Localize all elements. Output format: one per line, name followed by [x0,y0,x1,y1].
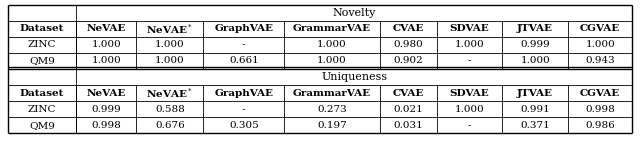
Text: Dataset: Dataset [20,24,64,33]
Text: 0.998: 0.998 [586,105,615,114]
Text: SDVAE: SDVAE [449,89,490,98]
Text: 1.000: 1.000 [155,40,185,49]
Text: NeVAE: NeVAE [86,24,126,33]
Text: GrammarVAE: GrammarVAE [293,24,371,33]
Text: CVAE: CVAE [392,89,424,98]
Text: 0.197: 0.197 [317,121,347,130]
Text: ZINC: ZINC [28,105,56,114]
Text: NeVAE$^*$: NeVAE$^*$ [147,22,193,36]
Text: NeVAE: NeVAE [86,89,126,98]
Text: 0.999: 0.999 [92,105,121,114]
Text: 1.000: 1.000 [92,56,121,65]
Text: Dataset: Dataset [20,89,64,98]
Text: GrammarVAE: GrammarVAE [293,89,371,98]
Text: 1.000: 1.000 [155,56,185,65]
Text: 0.031: 0.031 [394,121,423,130]
Text: NeVAE$^*$: NeVAE$^*$ [147,86,193,100]
Text: 1.000: 1.000 [586,40,615,49]
Text: 1.000: 1.000 [317,56,347,65]
Text: -: - [468,56,471,65]
Text: 1.000: 1.000 [317,40,347,49]
Text: Novelty: Novelty [333,8,376,18]
Text: SDVAE: SDVAE [449,24,490,33]
Text: 0.999: 0.999 [520,40,550,49]
Text: GraphVAE: GraphVAE [214,89,273,98]
Text: 0.273: 0.273 [317,105,347,114]
Text: 1.000: 1.000 [454,40,484,49]
Text: 1.000: 1.000 [454,105,484,114]
Text: 0.998: 0.998 [92,121,121,130]
Text: 0.943: 0.943 [586,56,615,65]
Text: 0.371: 0.371 [520,121,550,130]
Text: GraphVAE: GraphVAE [214,24,273,33]
Text: 0.986: 0.986 [586,121,615,130]
Text: CGVAE: CGVAE [580,89,620,98]
Text: 0.661: 0.661 [229,56,259,65]
Text: Uniqueness: Uniqueness [321,72,387,82]
Text: 1.000: 1.000 [520,56,550,65]
Text: 0.305: 0.305 [229,121,259,130]
Text: 0.021: 0.021 [394,105,423,114]
Text: ZINC: ZINC [28,40,56,49]
Text: 0.991: 0.991 [520,105,550,114]
Text: QM9: QM9 [29,121,55,130]
Text: QM9: QM9 [29,56,55,65]
Text: 0.676: 0.676 [155,121,185,130]
Text: 0.980: 0.980 [394,40,423,49]
Text: -: - [242,40,246,49]
Text: 1.000: 1.000 [92,40,121,49]
Text: 0.902: 0.902 [394,56,423,65]
Text: -: - [468,121,471,130]
Text: CGVAE: CGVAE [580,24,620,33]
Text: 0.588: 0.588 [155,105,185,114]
Text: JTVAE: JTVAE [517,24,553,33]
Text: -: - [242,105,246,114]
Text: CVAE: CVAE [392,24,424,33]
Text: JTVAE: JTVAE [517,89,553,98]
